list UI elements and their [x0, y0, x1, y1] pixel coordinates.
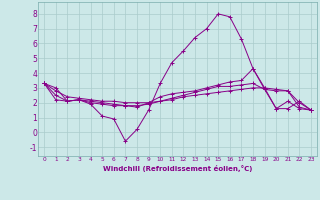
X-axis label: Windchill (Refroidissement éolien,°C): Windchill (Refroidissement éolien,°C) [103, 165, 252, 172]
